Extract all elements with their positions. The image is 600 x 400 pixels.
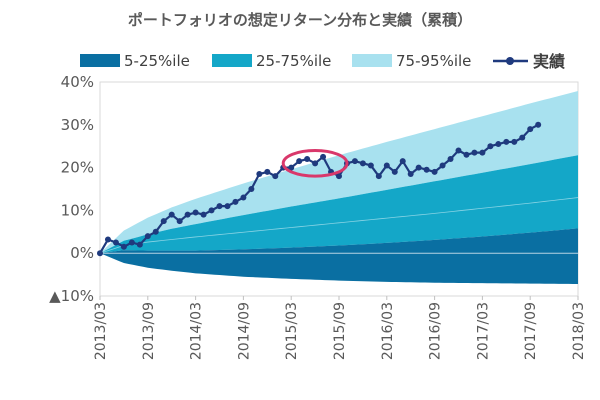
actual-point (503, 138, 510, 145)
band-5-25 (100, 228, 578, 285)
legend: 5-25%ile 25-75%ile 75-95%ile 実績 (80, 52, 565, 71)
highlight-ellipse (281, 148, 349, 178)
actual-point (407, 171, 414, 178)
actual-point (535, 121, 542, 128)
actual-point (288, 164, 295, 171)
actual-point (97, 250, 103, 257)
x-tick-label: 2016/03 (380, 302, 396, 360)
actual-point (152, 228, 159, 235)
y-tick-label: 30% (61, 116, 94, 134)
actual-point (495, 141, 502, 148)
actual-point (351, 158, 358, 165)
actual-point (248, 186, 255, 192)
actual-point (415, 164, 422, 171)
actual-point (455, 147, 462, 154)
y-tick-label: 0% (70, 244, 94, 262)
actual-point (192, 209, 199, 216)
x-tick-label: 2013/09 (141, 302, 157, 360)
actual-point (184, 211, 191, 218)
actual-point (487, 143, 494, 150)
actual-point (383, 162, 390, 169)
legend-label-5-25: 5-25%ile (124, 52, 190, 70)
actual-point (471, 149, 478, 156)
actual-point (240, 194, 247, 201)
actual-point (104, 236, 111, 243)
chart-title: ポートフォリオの想定リターン分布と実績（累積） (128, 11, 472, 29)
legend-swatch-75-95 (352, 54, 392, 67)
actual-point (511, 138, 518, 145)
actual-point (391, 168, 398, 175)
actual-point (479, 149, 486, 156)
actual-point (128, 239, 135, 246)
x-tick-label: 2014/09 (236, 302, 252, 360)
y-axis: ▲10% 0% 10% 20% 30% 40% (49, 73, 94, 305)
actual-point (312, 160, 319, 167)
x-tick-label: 2013/03 (93, 302, 109, 360)
actual-point (439, 162, 446, 169)
actual-point (208, 207, 215, 214)
x-tick-label: 2017/03 (475, 302, 491, 360)
actual-point (256, 171, 263, 178)
plot-area (97, 81, 579, 297)
actual-point (136, 241, 143, 248)
actual-point (431, 168, 438, 175)
x-tick-label: 2014/03 (189, 302, 205, 360)
y-tick-label: 10% (61, 201, 94, 219)
legend-swatch-25-75 (212, 54, 252, 67)
x-tick-label: 2017/09 (523, 302, 539, 360)
actual-point (144, 233, 151, 240)
actual-point (168, 211, 175, 218)
actual-point (232, 198, 239, 205)
x-tick-label: 2015/03 (284, 302, 300, 360)
median-line (99, 197, 579, 254)
x-tick-label: 2015/09 (332, 302, 348, 360)
x-tick-label: 2018/03 (571, 302, 587, 360)
actual-point (176, 218, 183, 225)
actual-point (336, 173, 342, 180)
actual-point (463, 151, 470, 158)
legend-label-actual: 実績 (533, 52, 565, 71)
actual-point (359, 160, 366, 167)
actual-point (160, 218, 167, 225)
actual-point (367, 162, 374, 169)
x-tick-label: 2016/09 (428, 302, 444, 360)
y-tick-label: 20% (61, 159, 94, 177)
actual-point (399, 158, 406, 165)
actual-point (216, 203, 223, 210)
actual-point (296, 158, 303, 165)
actual-point (320, 153, 327, 160)
actual-point (527, 126, 534, 133)
legend-marker-actual (506, 57, 514, 65)
actual-point (423, 166, 430, 173)
actual-point (264, 168, 271, 175)
actual-point (447, 156, 454, 163)
y-tick-label: 40% (61, 73, 94, 91)
actual-point (375, 173, 382, 180)
legend-swatch-5-25 (80, 54, 120, 67)
legend-label-75-95: 75-95%ile (396, 52, 471, 70)
band-25-75 (100, 155, 578, 254)
legend-label-25-75: 25-75%ile (256, 52, 331, 70)
actual-point (224, 203, 231, 210)
actual-point (200, 211, 207, 218)
actual-point (112, 239, 119, 246)
actual-point (304, 156, 311, 163)
actual-point (272, 173, 279, 180)
actual-point (120, 243, 127, 250)
actual-point (519, 134, 526, 141)
y-tick-label: ▲10% (49, 287, 94, 305)
x-axis: 2013/03 2013/09 2014/03 2014/09 2015/03 2015/… (93, 296, 587, 360)
